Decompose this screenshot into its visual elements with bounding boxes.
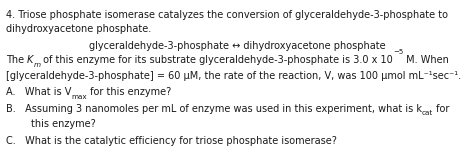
Text: The: The	[6, 55, 27, 65]
Text: for: for	[433, 104, 449, 114]
Text: A.   What is V: A. What is V	[6, 87, 71, 97]
Text: [glyceraldehyde-3-phosphate] = 60 μM, the rate of the reaction, V, was 100 μmol : [glyceraldehyde-3-phosphate] = 60 μM, th…	[6, 71, 461, 81]
Text: m: m	[33, 62, 40, 68]
Text: cat: cat	[422, 110, 433, 116]
Text: for this enzyme?: for this enzyme?	[87, 87, 171, 97]
Text: C.   What is the catalytic efficiency for triose phosphate isomerase?: C. What is the catalytic efficiency for …	[6, 136, 337, 146]
Text: max: max	[71, 94, 87, 100]
Text: this enzyme?: this enzyme?	[6, 119, 95, 129]
Text: 4. Triose phosphate isomerase catalyzes the conversion of glyceraldehyde-3-phosp: 4. Triose phosphate isomerase catalyzes …	[6, 10, 447, 20]
Text: B.   Assuming 3 nanomoles per mL of enzyme was used in this experiment, what is : B. Assuming 3 nanomoles per mL of enzyme…	[6, 104, 422, 114]
Text: glyceraldehyde-3-phosphate ↔ dihydroxyacetone phosphate: glyceraldehyde-3-phosphate ↔ dihydroxyac…	[89, 41, 385, 51]
Text: K: K	[27, 55, 33, 65]
Text: of this enzyme for its substrate glyceraldehyde-3-phosphate is 3.0 x 10: of this enzyme for its substrate glycera…	[40, 55, 393, 65]
Text: M. When: M. When	[403, 55, 449, 65]
Text: −5: −5	[393, 49, 403, 55]
Text: dihydroxyacetone phosphate.: dihydroxyacetone phosphate.	[6, 24, 151, 34]
